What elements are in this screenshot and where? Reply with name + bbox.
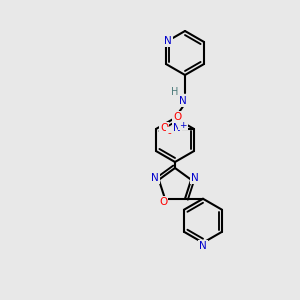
Text: N: N [151,173,159,183]
Text: N: N [199,241,207,251]
Text: N: N [179,96,187,106]
Text: N: N [191,173,199,183]
Text: O: O [160,123,168,133]
Text: O: O [173,112,181,122]
Text: +: + [179,121,187,130]
Text: -: - [167,128,171,138]
Text: O: O [159,197,167,207]
Text: N: N [173,123,181,133]
Text: N: N [164,36,172,46]
Text: H: H [171,87,179,97]
